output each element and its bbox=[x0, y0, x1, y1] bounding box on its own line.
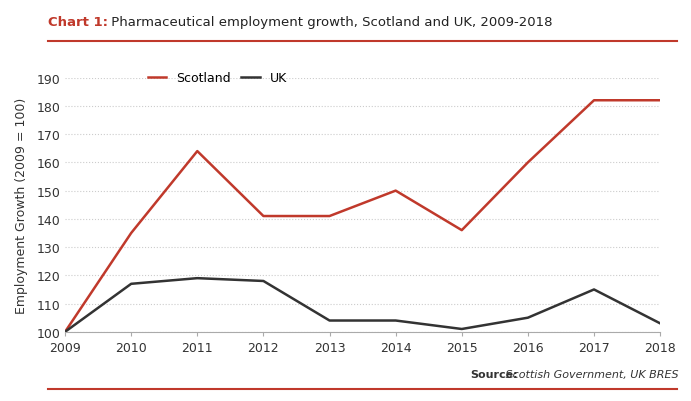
Y-axis label: Employment Growth (2009 = 100): Employment Growth (2009 = 100) bbox=[15, 97, 28, 313]
Text: Scottish Government, UK BRES: Scottish Government, UK BRES bbox=[502, 369, 679, 379]
Text: Chart 1:: Chart 1: bbox=[48, 16, 108, 29]
Text: Pharmaceutical employment growth, Scotland and UK, 2009-2018: Pharmaceutical employment growth, Scotla… bbox=[107, 16, 553, 29]
Text: Source:: Source: bbox=[470, 369, 518, 379]
Legend: Scotland, UK: Scotland, UK bbox=[143, 67, 292, 90]
